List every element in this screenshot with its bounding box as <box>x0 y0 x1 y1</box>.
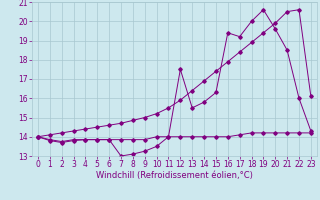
X-axis label: Windchill (Refroidissement éolien,°C): Windchill (Refroidissement éolien,°C) <box>96 171 253 180</box>
